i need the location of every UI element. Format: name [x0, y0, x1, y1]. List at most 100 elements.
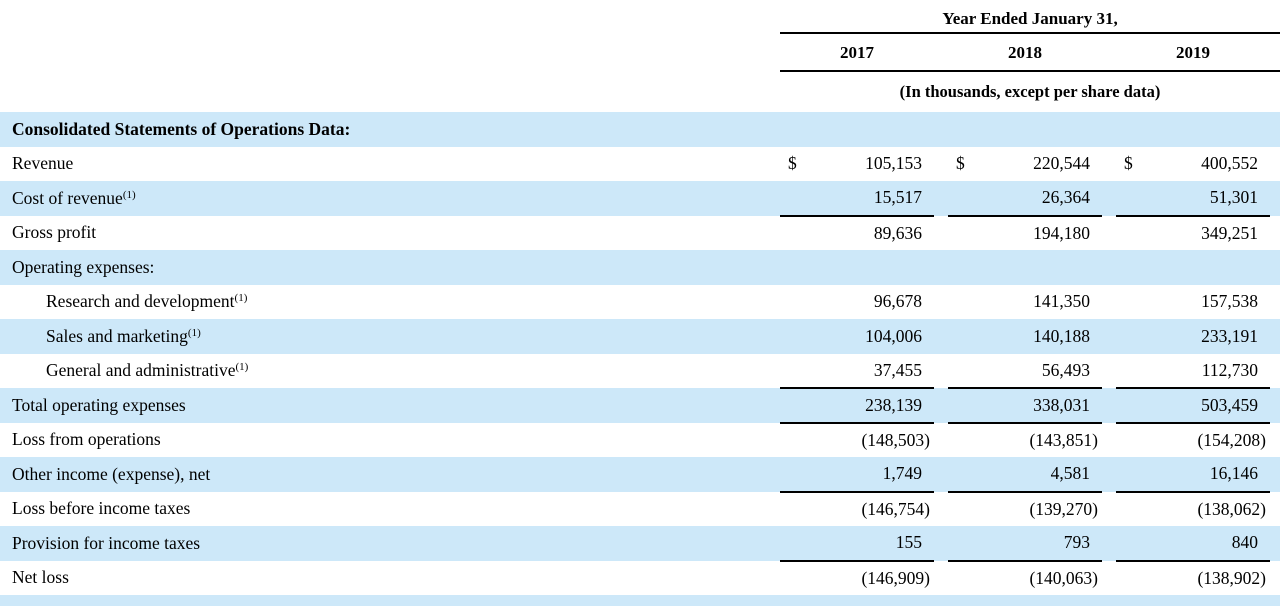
row-label: Loss from operations	[12, 429, 161, 449]
right-pad	[1270, 181, 1280, 216]
value-2017: 105,153	[865, 153, 922, 173]
row-label: Research and development(1)	[46, 291, 248, 311]
right-pad	[1270, 250, 1280, 285]
dollar-sign	[780, 181, 808, 217]
dollar-sign: $	[956, 153, 965, 173]
row-label: Cost of revenue(1)	[0, 181, 780, 216]
column-gap	[934, 285, 948, 320]
row-label: General and administrative(1)	[46, 360, 249, 380]
dollar-sign	[948, 492, 976, 527]
partial-shaded-strip	[0, 595, 1280, 606]
table-row: Cost of revenue(1) 15,517 26,364 51,301	[0, 181, 1280, 217]
value-2018: 4,581	[976, 457, 1102, 493]
header-spacer	[0, 0, 780, 33]
right-pad	[1270, 216, 1280, 251]
column-gap	[934, 492, 948, 527]
column-gap	[1102, 388, 1116, 423]
column-gap	[934, 319, 948, 354]
dollar-sign	[780, 561, 808, 596]
value-2017: 15,517	[808, 181, 934, 217]
value-2017	[808, 112, 934, 147]
units-note: (In thousands, except per share data)	[899, 81, 1161, 101]
column-gap	[1102, 181, 1116, 216]
value-2017: 37,455	[808, 353, 934, 389]
column-gap	[934, 33, 948, 72]
value-2018: 194,180	[1033, 222, 1090, 243]
year-column-header: 2017	[780, 33, 934, 72]
dollar-sign	[780, 353, 808, 389]
value-2019: 400,552	[1201, 153, 1258, 173]
column-gap	[1102, 33, 1116, 72]
column-gap	[1102, 285, 1116, 320]
value-2018: (139,270)	[1029, 498, 1098, 519]
table-row: Consolidated Statements of Operations Da…	[0, 112, 1280, 147]
year-header-row: 2017 2018 2019	[0, 33, 1280, 72]
value-2017: 155	[808, 526, 934, 562]
column-gap	[1102, 216, 1116, 251]
row-label: Operating expenses:	[0, 250, 780, 285]
column-gap	[1102, 492, 1116, 527]
value-2019: 349,251	[1201, 222, 1258, 243]
column-gap	[934, 216, 948, 251]
dollar-sign	[780, 423, 808, 458]
row-label: Other income (expense), net	[0, 457, 780, 492]
value-2019: (138,902)	[1197, 567, 1266, 588]
value-2017: 104,006	[808, 319, 934, 354]
table-row-partial-cutoff	[0, 595, 1280, 606]
table-row: Gross profit 89,636 194,180 349,251	[0, 216, 1280, 251]
table-row: Research and development(1) 96,678 141,3…	[0, 285, 1280, 320]
column-gap	[934, 526, 948, 561]
row-label: Net loss	[12, 567, 69, 587]
value-2017: 238,139	[808, 388, 934, 424]
year-column-header: 2018	[948, 33, 1102, 72]
dollar-sign	[780, 112, 808, 147]
dollar-sign	[1116, 181, 1144, 217]
dollar-sign	[1116, 388, 1144, 424]
header-spacer	[0, 71, 780, 112]
column-gap	[1102, 354, 1116, 389]
value-2019: (138,062)	[1197, 498, 1266, 519]
row-label: Revenue	[12, 153, 74, 173]
row-label: Consolidated Statements of Operations Da…	[0, 112, 780, 147]
dollar-sign	[948, 112, 976, 147]
dollar-sign	[948, 423, 976, 458]
year-column-header: 2019	[1116, 33, 1270, 72]
value-2018	[976, 250, 1102, 285]
value-2019: 51,301	[1144, 181, 1270, 217]
value-2017: (146,754)	[861, 498, 930, 519]
row-label: Sales and marketing(1)	[0, 319, 780, 354]
right-pad	[1270, 33, 1280, 72]
dollar-sign	[948, 388, 976, 424]
dollar-sign	[780, 285, 808, 320]
dollar-sign	[1116, 250, 1144, 285]
table-row: Total operating expenses 238,139 338,031…	[0, 388, 1280, 424]
dollar-sign	[1116, 353, 1144, 389]
table-row: General and administrative(1) 37,455 56,…	[0, 353, 1280, 389]
right-pad	[1270, 147, 1280, 182]
value-2018: 220,544	[1033, 153, 1090, 173]
value-2018: 26,364	[976, 181, 1102, 217]
dollar-sign	[1116, 112, 1144, 147]
table-row: Net loss (146,909) (140,063) (138,902)	[0, 561, 1280, 596]
column-gap	[934, 354, 948, 389]
value-2017: 1,749	[808, 457, 934, 493]
right-pad	[1270, 492, 1280, 527]
dollar-sign	[1116, 561, 1144, 596]
row-label: Gross profit	[12, 222, 97, 242]
dollar-sign	[780, 216, 808, 251]
value-2018: 141,350	[1033, 291, 1090, 311]
value-2017: (146,909)	[861, 567, 930, 588]
dollar-sign	[1116, 457, 1144, 493]
value-2017: 89,636	[873, 222, 922, 243]
dollar-sign	[948, 353, 976, 389]
dollar-sign: $	[788, 153, 797, 173]
right-pad	[1270, 388, 1280, 423]
column-gap	[1102, 319, 1116, 354]
right-pad	[1270, 526, 1280, 561]
header-spacer	[0, 33, 780, 71]
value-2017: (148,503)	[861, 429, 930, 450]
dollar-sign	[1116, 216, 1144, 251]
table-row: Other income (expense), net 1,749 4,581 …	[0, 457, 1280, 493]
value-2018	[976, 112, 1102, 147]
dollar-sign	[948, 526, 976, 562]
